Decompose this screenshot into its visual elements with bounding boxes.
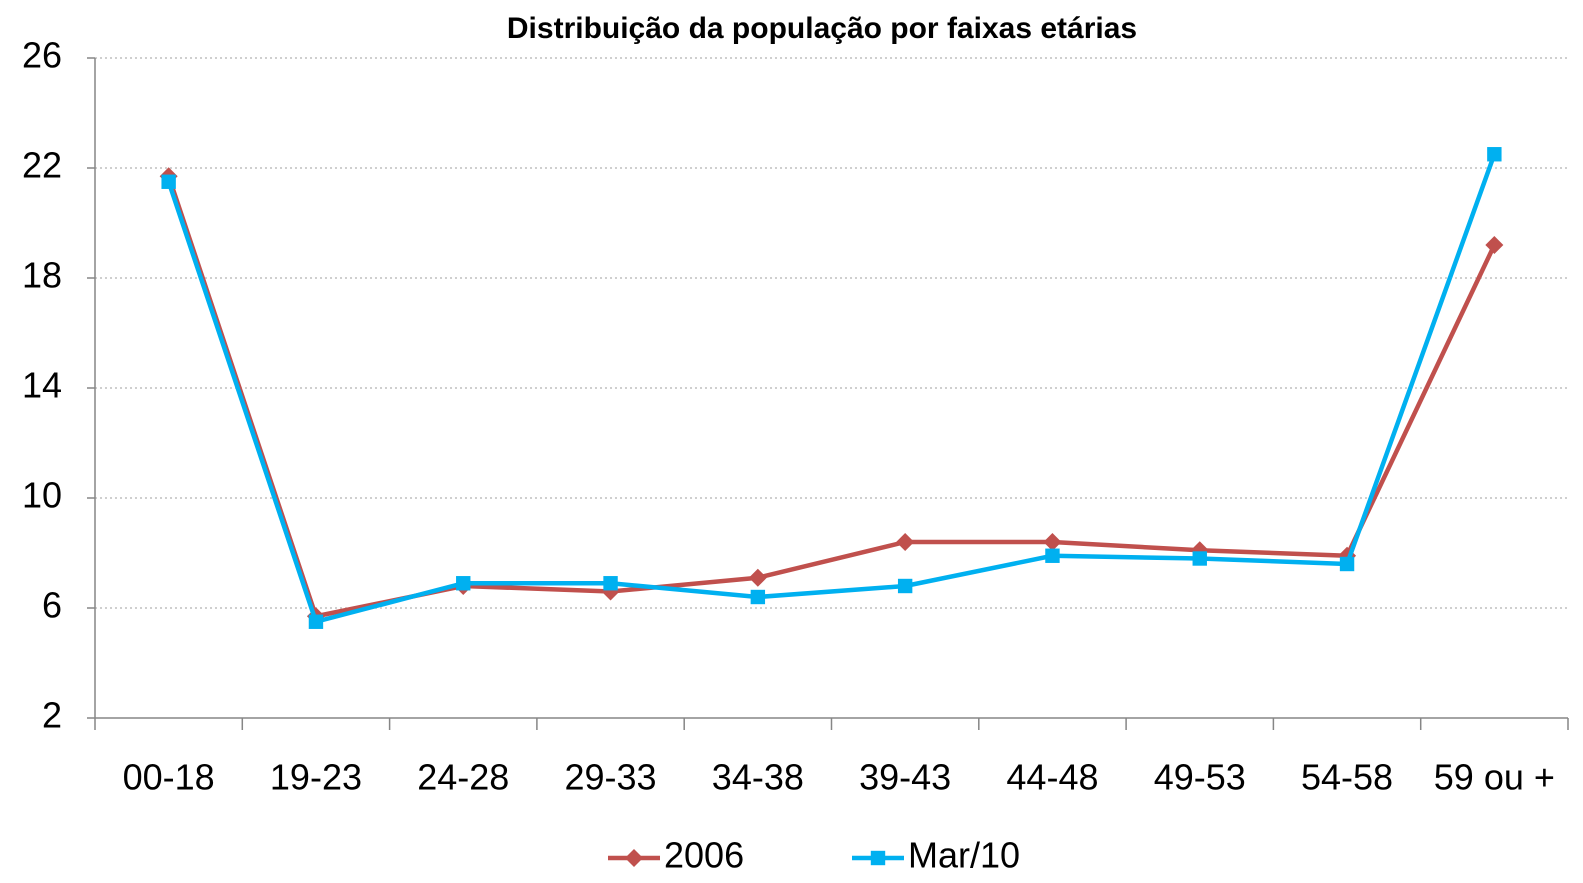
y-tick-label: 26 bbox=[22, 35, 62, 76]
marker bbox=[1045, 548, 1060, 563]
y-tick-label: 2 bbox=[42, 695, 62, 736]
x-tick-label: 54-58 bbox=[1301, 757, 1393, 798]
x-tick-label: 19-23 bbox=[270, 757, 362, 798]
marker bbox=[308, 614, 324, 629]
y-tick-label: 14 bbox=[22, 365, 62, 406]
x-tick-label: 49-53 bbox=[1154, 757, 1246, 798]
x-tick-label: 34-38 bbox=[712, 757, 804, 798]
marker bbox=[161, 174, 176, 189]
marker bbox=[1043, 533, 1062, 551]
x-tick-label: 29-33 bbox=[565, 757, 657, 798]
marker bbox=[1339, 556, 1355, 572]
chart-title: Distribuição da população por faixas etá… bbox=[507, 12, 1137, 45]
legend-label: 2006 bbox=[664, 835, 744, 876]
series-line bbox=[166, 175, 1497, 619]
x-tick-label: 39-43 bbox=[859, 757, 951, 798]
marker bbox=[603, 576, 618, 591]
marker bbox=[1487, 147, 1502, 162]
series-line bbox=[166, 153, 1497, 624]
marker bbox=[870, 850, 886, 866]
marker bbox=[750, 589, 766, 605]
x-tick-label: 24-28 bbox=[417, 757, 509, 798]
x-tick-label: 00-18 bbox=[123, 757, 215, 798]
y-tick-label: 18 bbox=[22, 255, 62, 296]
marker bbox=[625, 849, 643, 867]
y-tick-label: 6 bbox=[42, 585, 62, 626]
marker bbox=[896, 533, 915, 551]
marker bbox=[456, 576, 471, 591]
marker bbox=[748, 568, 767, 587]
y-tick-label: 22 bbox=[22, 145, 62, 186]
marker bbox=[1192, 551, 1207, 566]
marker bbox=[897, 578, 913, 594]
x-tick-label: 44-48 bbox=[1006, 757, 1098, 798]
marker bbox=[1485, 236, 1504, 254]
y-tick-label: 10 bbox=[22, 475, 62, 516]
x-tick-label: 59 ou + bbox=[1434, 757, 1555, 798]
legend-label: Mar/10 bbox=[908, 835, 1020, 876]
